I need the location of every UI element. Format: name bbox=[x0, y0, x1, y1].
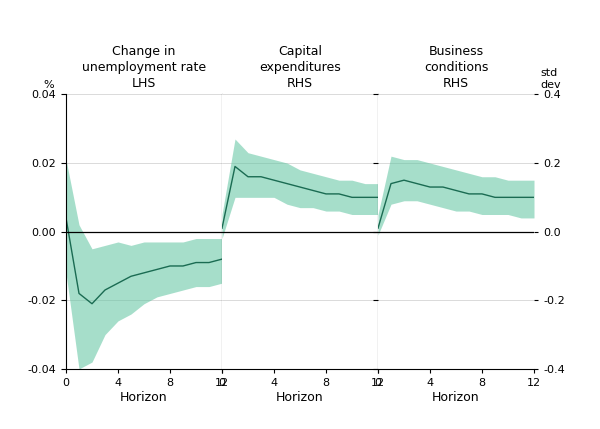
Text: Business
conditions
RHS: Business conditions RHS bbox=[424, 45, 488, 90]
Text: std
dev: std dev bbox=[540, 69, 560, 90]
Text: Change in
unemployment rate
LHS: Change in unemployment rate LHS bbox=[82, 45, 206, 90]
X-axis label: Horizon: Horizon bbox=[276, 391, 324, 404]
Text: Capital
expenditures
RHS: Capital expenditures RHS bbox=[259, 45, 341, 90]
X-axis label: Horizon: Horizon bbox=[432, 391, 480, 404]
Text: %: % bbox=[43, 80, 54, 90]
X-axis label: Horizon: Horizon bbox=[120, 391, 168, 404]
